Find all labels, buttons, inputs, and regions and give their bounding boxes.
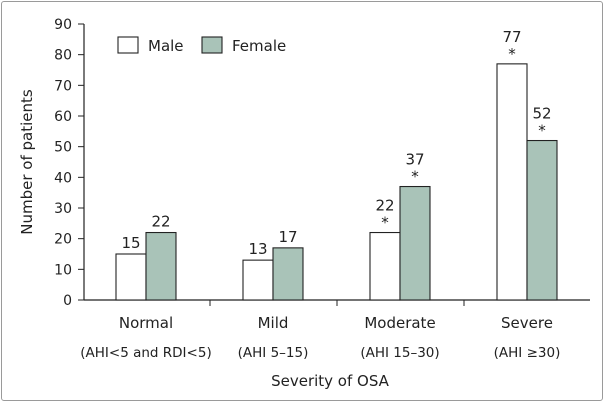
value-label: 13 bbox=[248, 240, 267, 258]
asterisk-label: * bbox=[508, 45, 516, 63]
x-category-label: Moderate bbox=[364, 314, 435, 332]
asterisk-label: * bbox=[538, 122, 546, 140]
x-category-sublabel: (AHI<5 and RDI<5) bbox=[80, 345, 211, 361]
bar-male-severe bbox=[496, 63, 528, 301]
y-tick-label: 40 bbox=[54, 170, 72, 186]
y-tick-label: 70 bbox=[54, 78, 72, 94]
x-category-sublabel: (AHI ≥30) bbox=[494, 345, 561, 361]
bar-female-mild bbox=[272, 247, 304, 301]
value-label: 52 bbox=[532, 105, 551, 123]
y-tick-label: 20 bbox=[54, 232, 72, 248]
bar-male-mild bbox=[242, 259, 274, 301]
axes: 0 10 20 30 40 50 60 70 80 90 Normal (AHI<5 and RDI<… bbox=[54, 17, 590, 361]
legend-swatch-male bbox=[117, 36, 139, 54]
value-label: 15 bbox=[121, 234, 140, 252]
x-category-label: Mild bbox=[258, 314, 289, 332]
legend-label-male: Male bbox=[148, 37, 184, 55]
value-label: 17 bbox=[278, 228, 297, 246]
x-category-sublabel: (AHI 15–30) bbox=[360, 345, 439, 361]
x-category-label: Normal bbox=[119, 314, 173, 332]
value-label: 77 bbox=[502, 28, 521, 46]
value-label: 22 bbox=[151, 213, 170, 231]
y-axis-title: Number of patients bbox=[18, 89, 36, 235]
bar-male-moderate bbox=[369, 231, 401, 301]
value-label: 37 bbox=[405, 151, 424, 169]
x-category-label: Severe bbox=[501, 314, 553, 332]
x-axis-title: Severity of OSA bbox=[271, 372, 390, 390]
asterisk-label: * bbox=[381, 214, 389, 232]
y-tick-label: 60 bbox=[54, 109, 72, 125]
bar-male-normal bbox=[115, 253, 147, 301]
y-tick-label: 80 bbox=[54, 48, 72, 64]
y-tick-label: 90 bbox=[54, 17, 72, 33]
value-label: 22 bbox=[375, 197, 394, 215]
y-tick-label: 0 bbox=[63, 293, 72, 309]
bar-female-moderate bbox=[399, 185, 431, 301]
asterisk-label: * bbox=[411, 168, 419, 186]
x-category-sublabel: (AHI 5–15) bbox=[238, 345, 309, 361]
legend: Male Female bbox=[117, 36, 286, 55]
legend-label-female: Female bbox=[232, 37, 286, 55]
y-tick-label: 30 bbox=[54, 201, 72, 217]
bar-female-normal bbox=[145, 231, 177, 301]
y-tick-label: 10 bbox=[54, 262, 72, 278]
y-tick-label: 50 bbox=[54, 140, 72, 156]
bar-female-severe bbox=[526, 139, 558, 301]
bars bbox=[115, 63, 558, 301]
legend-swatch-female bbox=[201, 36, 223, 54]
